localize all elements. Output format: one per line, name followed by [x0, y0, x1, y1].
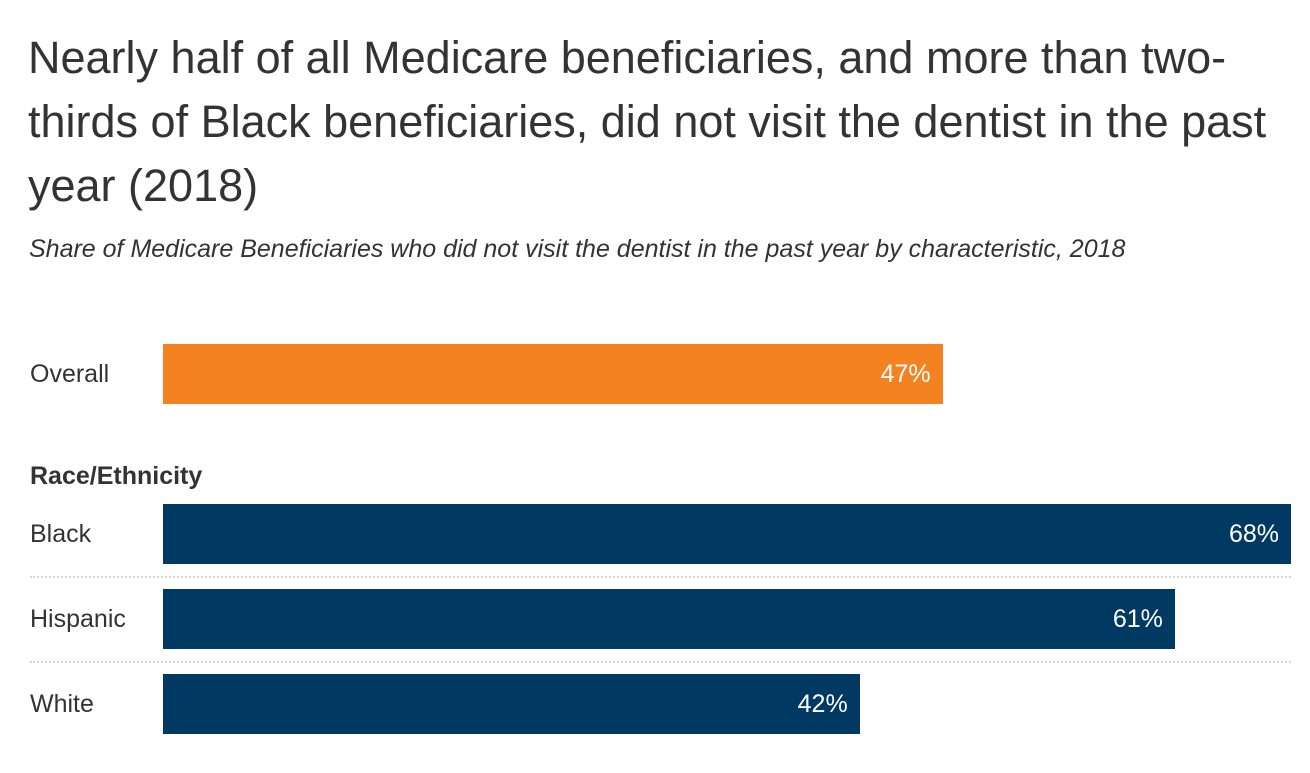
data-label-black: 68%: [1228, 520, 1279, 548]
data-label-hispanic: 61%: [1112, 605, 1163, 633]
category-label-overall: Overall: [30, 360, 110, 388]
category-label-hispanic: Hispanic: [30, 605, 126, 633]
chart-title: Nearly half of all Medicare beneficiarie…: [28, 32, 1267, 211]
bar-hispanic: 61%: [163, 589, 1175, 649]
row-separator: [30, 661, 1291, 663]
chart-subtitle: Share of Medicare Beneficiaries who did …: [29, 235, 1126, 263]
category-label-black: Black: [30, 520, 92, 548]
data-label-white: 42%: [797, 690, 848, 718]
row-separator: [30, 576, 1291, 578]
bar-white: 42%: [163, 674, 860, 734]
category-label-white: White: [30, 690, 94, 718]
data-label-overall: 47%: [880, 360, 931, 388]
bar-black: 68%: [163, 504, 1291, 564]
bar-overall: 47%: [163, 344, 943, 404]
group-label-race-ethnicity: Race/Ethnicity: [30, 462, 203, 490]
